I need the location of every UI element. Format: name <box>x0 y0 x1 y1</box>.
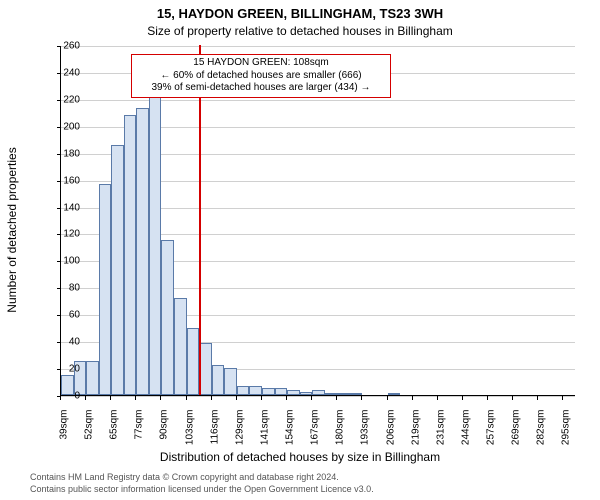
y-tick-label: 160 <box>50 175 80 186</box>
y-tick-label: 0 <box>50 391 80 402</box>
x-tick-label: 167sqm <box>310 410 321 454</box>
y-tick-label: 80 <box>50 283 80 294</box>
y-tick-label: 40 <box>50 337 80 348</box>
histogram-bar <box>287 390 300 395</box>
histogram-bar <box>275 388 288 395</box>
x-tick-label: 154sqm <box>285 410 296 454</box>
histogram-bar <box>149 92 162 395</box>
histogram-bar <box>136 108 149 395</box>
x-tick-mark <box>361 396 362 400</box>
footer-licence: Contains public sector information licen… <box>30 484 374 494</box>
x-tick-label: 180sqm <box>335 410 346 454</box>
y-axis-label: Number of detached properties <box>5 147 19 312</box>
x-tick-mark <box>211 396 212 400</box>
histogram-bar <box>312 390 325 395</box>
x-tick-mark <box>387 396 388 400</box>
histogram-bar <box>86 361 99 395</box>
y-tick-label: 20 <box>50 364 80 375</box>
y-tick-label: 120 <box>50 229 80 240</box>
histogram-bar <box>212 365 225 395</box>
histogram-bar <box>350 393 363 395</box>
histogram-bar <box>174 298 187 395</box>
x-tick-label: 206sqm <box>385 410 396 454</box>
histogram-bar <box>111 145 124 395</box>
x-tick-mark <box>135 396 136 400</box>
x-tick-mark <box>562 396 563 400</box>
y-tick-label: 100 <box>50 256 80 267</box>
x-tick-label: 90sqm <box>159 410 170 454</box>
x-tick-mark <box>462 396 463 400</box>
x-tick-label: 193sqm <box>360 410 371 454</box>
histogram-bar <box>325 393 338 395</box>
x-tick-mark <box>186 396 187 400</box>
y-tick-label: 140 <box>50 202 80 213</box>
x-tick-mark <box>311 396 312 400</box>
y-tick-label: 60 <box>50 310 80 321</box>
x-tick-label: 269sqm <box>511 410 522 454</box>
x-tick-mark <box>437 396 438 400</box>
y-tick-label: 260 <box>50 41 80 52</box>
x-tick-mark <box>110 396 111 400</box>
x-tick-mark <box>160 396 161 400</box>
x-tick-label: 65sqm <box>109 410 120 454</box>
x-tick-label: 219sqm <box>410 410 421 454</box>
x-tick-mark <box>286 396 287 400</box>
histogram-bar <box>337 393 350 395</box>
annotation-line: 39% of semi-detached houses are larger (… <box>136 82 386 95</box>
x-tick-mark <box>236 396 237 400</box>
x-tick-label: 231sqm <box>435 410 446 454</box>
histogram-bar <box>99 184 112 395</box>
x-tick-label: 52sqm <box>84 410 95 454</box>
x-tick-mark <box>487 396 488 400</box>
histogram-bar <box>388 393 401 395</box>
x-tick-label: 77sqm <box>134 410 145 454</box>
x-tick-label: 116sqm <box>209 410 220 454</box>
gridline <box>61 396 575 397</box>
annotation-line: 15 HAYDON GREEN: 108sqm <box>136 57 386 70</box>
x-tick-label: 244sqm <box>460 410 471 454</box>
histogram-bar <box>224 368 237 395</box>
x-tick-label: 141sqm <box>259 410 270 454</box>
x-tick-label: 282sqm <box>536 410 547 454</box>
gridline <box>61 46 575 47</box>
y-tick-label: 180 <box>50 148 80 159</box>
x-tick-label: 257sqm <box>486 410 497 454</box>
x-tick-label: 295sqm <box>561 410 572 454</box>
x-tick-mark <box>261 396 262 400</box>
marker-line <box>199 45 201 395</box>
x-axis-label: Distribution of detached houses by size … <box>0 450 600 464</box>
histogram-bar <box>249 386 262 395</box>
histogram-bar <box>161 240 174 395</box>
x-tick-mark <box>60 396 61 400</box>
annotation-line: ← 60% of detached houses are smaller (66… <box>136 70 386 83</box>
histogram-bar <box>237 386 250 395</box>
x-tick-label: 39sqm <box>59 410 70 454</box>
x-tick-label: 103sqm <box>184 410 195 454</box>
histogram-bar <box>262 388 275 395</box>
x-tick-mark <box>85 396 86 400</box>
y-tick-label: 220 <box>50 94 80 105</box>
x-tick-label: 129sqm <box>234 410 245 454</box>
y-tick-label: 200 <box>50 121 80 132</box>
x-tick-mark <box>537 396 538 400</box>
y-tick-label: 240 <box>50 67 80 78</box>
x-tick-mark <box>336 396 337 400</box>
gridline <box>61 100 575 101</box>
title-subtitle: Size of property relative to detached ho… <box>0 24 600 38</box>
footer-copyright: Contains HM Land Registry data © Crown c… <box>30 472 339 482</box>
histogram-bar <box>300 392 313 395</box>
x-tick-mark <box>512 396 513 400</box>
histogram-bar <box>187 328 200 395</box>
title-address: 15, HAYDON GREEN, BILLINGHAM, TS23 3WH <box>0 6 600 21</box>
annotation-box: 15 HAYDON GREEN: 108sqm← 60% of detached… <box>131 54 391 98</box>
chart-container: { "title_line1": "15, HAYDON GREEN, BILL… <box>0 0 600 500</box>
histogram-plot: 15 HAYDON GREEN: 108sqm← 60% of detached… <box>60 46 575 396</box>
histogram-bar <box>124 115 137 395</box>
x-tick-mark <box>412 396 413 400</box>
